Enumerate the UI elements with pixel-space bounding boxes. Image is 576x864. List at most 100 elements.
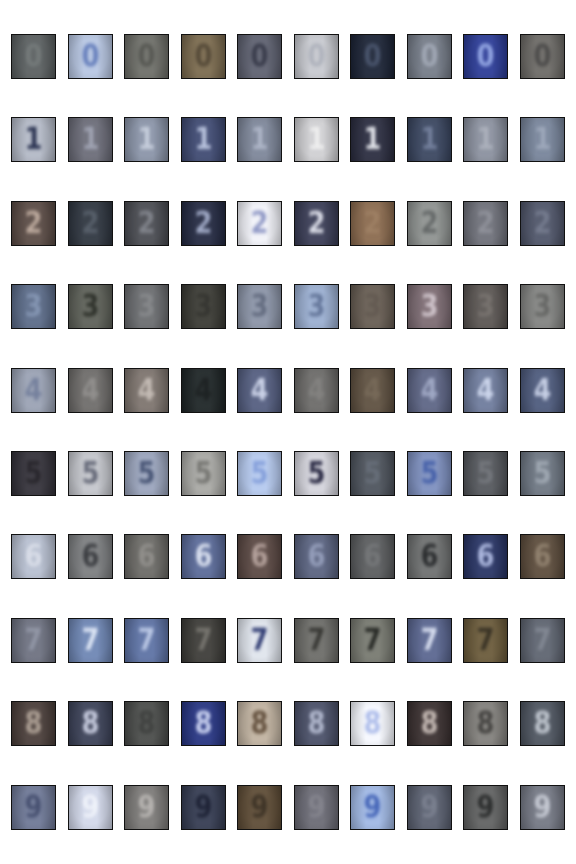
digit-tile: 4 <box>11 368 56 413</box>
digit-glyph: 0 <box>420 38 439 74</box>
digit-tile: 5 <box>350 451 395 496</box>
digit-glyph: 2 <box>420 205 439 241</box>
digit-glyph: 3 <box>24 288 43 324</box>
digit-tile: 4 <box>124 368 169 413</box>
digit-glyph: 0 <box>194 38 213 74</box>
digit-tile: 0 <box>294 34 339 79</box>
digit-tile: 8 <box>407 701 452 746</box>
digit-glyph: 9 <box>533 789 552 825</box>
digit-tile: 2 <box>68 201 113 246</box>
digit-glyph: 7 <box>420 622 439 658</box>
digit-glyph: 3 <box>307 288 326 324</box>
digit-tile: 2 <box>520 201 565 246</box>
digit-tile: 8 <box>350 701 395 746</box>
digit-glyph: 7 <box>533 622 552 658</box>
digit-glyph: 7 <box>307 622 326 658</box>
digit-tile: 9 <box>124 785 169 830</box>
digit-tile: 1 <box>350 117 395 162</box>
digit-tile: 4 <box>181 368 226 413</box>
digit-tile: 3 <box>520 284 565 329</box>
digit-tile: 5 <box>181 451 226 496</box>
digit-glyph: 2 <box>307 205 326 241</box>
digit-glyph: 8 <box>476 705 495 741</box>
digit-glyph: 8 <box>250 705 269 741</box>
digit-tile: 6 <box>68 534 113 579</box>
digit-glyph: 0 <box>307 38 326 74</box>
digit-tile: 3 <box>350 284 395 329</box>
digit-tile: 3 <box>463 284 508 329</box>
digit-glyph: 7 <box>81 622 100 658</box>
digit-tile: 5 <box>68 451 113 496</box>
digit-glyph: 6 <box>476 538 495 574</box>
digit-glyph: 4 <box>194 372 213 408</box>
digit-glyph: 1 <box>363 121 382 157</box>
digit-glyph: 3 <box>250 288 269 324</box>
digit-tile: 6 <box>237 534 282 579</box>
digit-glyph: 0 <box>81 38 100 74</box>
digit-tile: 1 <box>11 117 56 162</box>
digit-tile: 0 <box>407 34 452 79</box>
digit-glyph: 1 <box>250 121 269 157</box>
digit-glyph: 4 <box>250 372 269 408</box>
digit-glyph: 6 <box>81 538 100 574</box>
digit-tile: 1 <box>294 117 339 162</box>
digit-tile: 8 <box>294 701 339 746</box>
digit-tile: 6 <box>181 534 226 579</box>
digit-glyph: 2 <box>24 205 43 241</box>
digit-glyph: 4 <box>533 372 552 408</box>
digit-tile: 5 <box>237 451 282 496</box>
digit-tile: 1 <box>68 117 113 162</box>
digit-glyph: 4 <box>420 372 439 408</box>
digit-tile: 3 <box>407 284 452 329</box>
digit-tile: 0 <box>520 34 565 79</box>
digit-glyph: 0 <box>137 38 156 74</box>
digit-glyph: 6 <box>533 538 552 574</box>
digit-glyph: 0 <box>363 38 382 74</box>
digit-glyph: 8 <box>24 705 43 741</box>
digit-tile: 2 <box>124 201 169 246</box>
digit-tile: 5 <box>520 451 565 496</box>
digit-glyph: 6 <box>250 538 269 574</box>
digit-glyph: 2 <box>81 205 100 241</box>
digit-tile: 1 <box>181 117 226 162</box>
digit-glyph: 9 <box>194 789 213 825</box>
digit-tile: 2 <box>294 201 339 246</box>
digit-tile: 1 <box>520 117 565 162</box>
digit-tile: 1 <box>124 117 169 162</box>
digit-glyph: 6 <box>420 538 439 574</box>
digit-tile: 9 <box>237 785 282 830</box>
digit-tile: 4 <box>407 368 452 413</box>
digit-glyph: 3 <box>476 288 495 324</box>
digit-tile: 6 <box>520 534 565 579</box>
digit-glyph: 8 <box>137 705 156 741</box>
digit-tile: 7 <box>463 618 508 663</box>
digit-glyph: 9 <box>24 789 43 825</box>
digit-tile: 7 <box>237 618 282 663</box>
digit-glyph: 3 <box>363 288 382 324</box>
digit-tile: 5 <box>407 451 452 496</box>
digit-tile: 3 <box>68 284 113 329</box>
digit-glyph: 5 <box>363 455 382 491</box>
digit-tile: 9 <box>407 785 452 830</box>
digit-glyph: 4 <box>137 372 156 408</box>
digit-tile: 2 <box>350 201 395 246</box>
digit-glyph: 8 <box>81 705 100 741</box>
digit-tile: 6 <box>463 534 508 579</box>
digit-tile: 9 <box>181 785 226 830</box>
digit-glyph: 0 <box>476 38 495 74</box>
digit-glyph: 1 <box>307 121 326 157</box>
digit-tile: 0 <box>237 34 282 79</box>
digit-glyph: 4 <box>24 372 43 408</box>
digit-glyph: 1 <box>420 121 439 157</box>
digit-tile: 7 <box>294 618 339 663</box>
digit-glyph: 8 <box>533 705 552 741</box>
digit-glyph: 2 <box>250 205 269 241</box>
digit-tile: 7 <box>181 618 226 663</box>
digit-glyph: 5 <box>533 455 552 491</box>
digit-tile: 0 <box>181 34 226 79</box>
digit-glyph: 7 <box>24 622 43 658</box>
digit-glyph: 2 <box>363 205 382 241</box>
digit-glyph: 3 <box>137 288 156 324</box>
digit-glyph: 7 <box>363 622 382 658</box>
